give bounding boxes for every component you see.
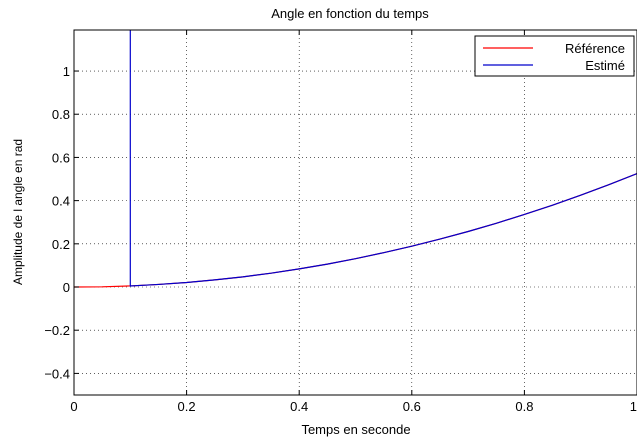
- legend-box: [474, 35, 635, 77]
- x-tick-label: 0: [70, 399, 77, 414]
- y-tick-label: 0.4: [52, 194, 70, 209]
- y-tick-label: 1: [63, 64, 70, 79]
- legend-label-2: Estimé: [585, 58, 625, 73]
- x-tick-label: 1: [630, 399, 637, 414]
- y-tick-label: 0.6: [52, 150, 70, 165]
- y-axis-label: Amplitude de l angle en rad: [11, 139, 25, 285]
- x-tick-label: 0.6: [403, 399, 421, 414]
- legend-label-1: Référence: [565, 41, 625, 56]
- grid-lines: [74, 30, 637, 395]
- y-tick-label: 0.2: [52, 237, 70, 252]
- y-tick-label: −0.2: [44, 323, 70, 338]
- legend: Référence Estimé: [474, 35, 635, 77]
- series-line-2: [129, 30, 637, 287]
- x-tick-label: 0.2: [178, 399, 196, 414]
- y-tick-label: −0.4: [44, 366, 70, 381]
- axis-ticks: 0 0.2 0.4 0.6 0.8 1 −0.4 −0.2 0 0.2 0.4 0.6 0.8 1: [44, 30, 637, 414]
- series-line-1: [73, 173, 637, 288]
- x-tick-label: 0.8: [515, 399, 533, 414]
- y-tick-label: 0: [63, 280, 70, 295]
- x-axis-label: Temps en seconde: [301, 422, 410, 437]
- y-tick-label: 0.8: [52, 107, 70, 122]
- series-lines: [73, 30, 637, 288]
- plot-frame: [73, 29, 637, 396]
- x-tick-label: 0.4: [290, 399, 308, 414]
- chart-title: Angle en fonction du temps: [271, 6, 429, 21]
